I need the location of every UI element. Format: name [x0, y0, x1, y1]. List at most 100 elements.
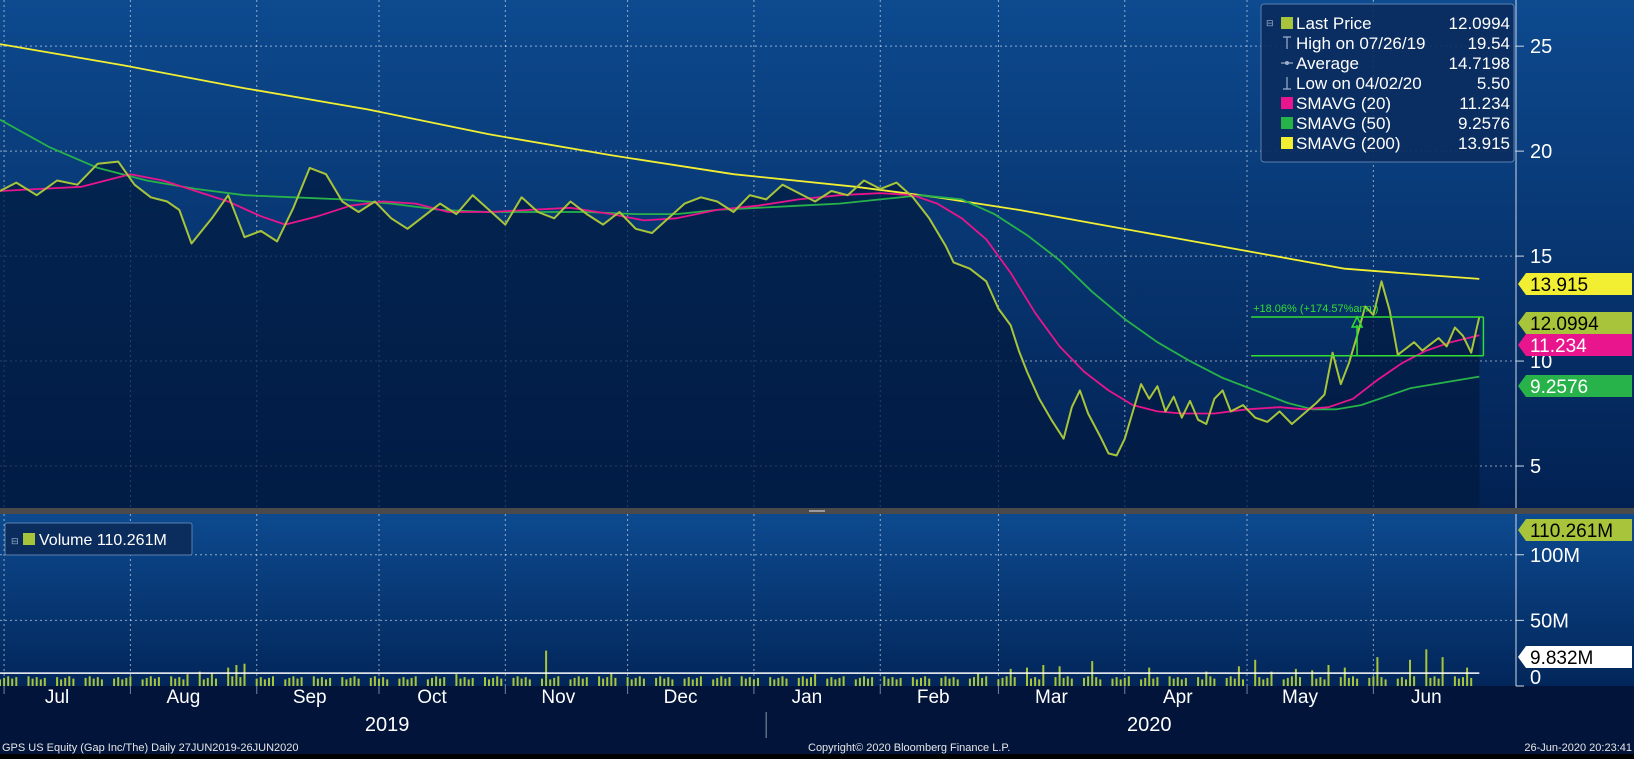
annotation-arrow-head [1350, 315, 1364, 328]
volume-bar [0, 679, 1, 686]
volume-bar [1315, 678, 1318, 686]
month-label: Jul [45, 687, 69, 708]
volume-bar [239, 677, 242, 686]
volume-bar [1437, 678, 1440, 686]
legend-value: 14.7198 [1449, 54, 1510, 73]
legend-swatch [1281, 117, 1293, 129]
volume-bar [1111, 678, 1114, 686]
volume-bar [117, 677, 120, 686]
volume-bar [272, 676, 274, 686]
volume-bar [1038, 679, 1041, 686]
volume-bar [39, 679, 42, 686]
annotation-label: +18.06% (+174.57%ann.) [1253, 303, 1378, 315]
volume-bar [863, 676, 865, 686]
volume-bar [202, 679, 205, 686]
price-legend[interactable]: ⊟ Last Price 12.0994 High on 07/26/19 19.54… [1260, 3, 1515, 163]
series-line-smavg-200 [0, 43, 1480, 280]
volume-bar [663, 678, 666, 686]
legend-value: 5.50 [1477, 74, 1510, 93]
volume-tag-1-text: 110.261M [1530, 521, 1613, 542]
volume-bar [834, 679, 837, 686]
volume-bar [439, 678, 442, 686]
legend-row[interactable]: Low on 04/02/20 5.50 [1283, 74, 1510, 93]
volume-bar [145, 677, 148, 686]
year-label: 2020 [1127, 714, 1172, 736]
volume-bar [210, 672, 213, 686]
volume-bar [1400, 677, 1403, 686]
volume-bar [96, 677, 99, 686]
volume-bar [602, 678, 605, 686]
volume-bar [235, 665, 238, 686]
volume-bar [1054, 677, 1057, 686]
volume-bar [488, 679, 490, 686]
volume-bar [973, 677, 975, 686]
volume-bar [915, 679, 918, 686]
volume-bar [911, 677, 914, 686]
volume-bar [492, 677, 495, 686]
volume-bar [149, 676, 152, 686]
volume-bar [312, 676, 315, 686]
volume-bar [638, 676, 641, 686]
volume-bar [814, 674, 817, 686]
volume-bar [1368, 677, 1371, 686]
month-label: Nov [541, 687, 575, 708]
year-label: 2019 [365, 714, 410, 736]
legend-value: 11.234 [1459, 94, 1510, 113]
volume-legend[interactable]: ⊟ Volume 110.261M [4, 522, 193, 556]
volume-bar [1290, 676, 1293, 686]
volume-bar [553, 677, 556, 686]
volume-bar [1026, 667, 1028, 686]
volume-tag-2: 9.832M [1518, 646, 1632, 669]
volume-bar [830, 677, 833, 686]
volume-bar [345, 679, 348, 686]
legend-row[interactable]: SMAVG (50) 9.2576 [1281, 114, 1510, 133]
volume-bar [585, 677, 588, 686]
volume-bar [1466, 667, 1469, 686]
volume-bar [382, 677, 385, 686]
volume-bar [141, 679, 144, 686]
volume-bar [545, 650, 548, 686]
volume-bar [406, 679, 409, 686]
footer-bar [0, 686, 1634, 754]
legend-row[interactable]: High on 07/26/19 19.54 [1283, 34, 1510, 53]
footer-security: GPS US Equity (Gap Inc/The) Daily 27JUN2… [2, 742, 299, 754]
volume-bar [1066, 676, 1069, 686]
legend-row[interactable]: Average 14.7198 [1281, 54, 1510, 73]
volume-bar [956, 679, 959, 686]
volume-bar [426, 679, 429, 686]
volume-bar [88, 676, 91, 686]
volume-bar [43, 677, 46, 686]
volume-legend-swatch [23, 533, 35, 545]
price-tick-label: 25 [1530, 36, 1552, 58]
volume-bar [1213, 678, 1216, 686]
legend-row[interactable]: Last Price 12.0994 [1281, 14, 1510, 33]
volume-bar [1005, 676, 1008, 686]
volume-axis: 100M 50M 0 [1515, 514, 1580, 689]
volume-bar [1470, 677, 1473, 686]
separator-handle[interactable] [809, 510, 825, 512]
volume-bar [349, 677, 352, 686]
volume-bar [1319, 677, 1322, 686]
price-tag-4-shape [1518, 375, 1632, 397]
legend-collapse-icon[interactable]: ⊟ [1266, 18, 1274, 28]
volume-legend-collapse-icon[interactable]: ⊟ [11, 536, 19, 546]
month-label: Jun [1411, 687, 1442, 708]
legend-row[interactable]: SMAVG (20) 11.234 [1281, 94, 1510, 113]
month-label: Jan [792, 687, 823, 708]
footer-copyright: Copyright© 2020 Bloomberg Finance L.P. [808, 742, 1010, 754]
volume-bar [463, 677, 466, 686]
volume-bar [3, 677, 6, 686]
volume-bar [100, 679, 103, 686]
legend-box [1260, 3, 1515, 163]
volume-bar [606, 677, 609, 686]
volume-bar [1233, 678, 1236, 686]
volume-bar [842, 676, 845, 686]
volume-bar [716, 677, 719, 686]
legend-row[interactable]: SMAVG (200) 13.915 [1281, 134, 1510, 153]
volume-bar [691, 679, 694, 686]
volume-bar [484, 677, 486, 686]
volume-bar [1396, 678, 1399, 686]
volume-bar [284, 679, 287, 686]
